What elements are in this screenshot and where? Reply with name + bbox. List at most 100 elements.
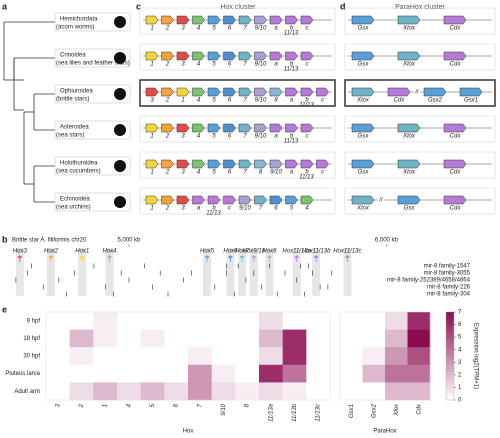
heat-cell — [282, 312, 307, 330]
gene-label: 9/10 — [255, 134, 267, 140]
hox-gene — [176, 15, 190, 25]
hox-gene — [254, 51, 267, 61]
hox-gene — [192, 87, 205, 97]
hox-gene — [176, 159, 190, 169]
gene-label: a — [290, 170, 294, 176]
gene-label: 6 — [228, 170, 232, 176]
hox-gene — [316, 159, 329, 169]
heat-cell — [188, 382, 212, 401]
heat-frame — [339, 311, 431, 401]
taxon-name: Ophiuroidea — [60, 89, 93, 95]
row-label: 9 hpf — [27, 318, 41, 324]
hox-gene — [192, 123, 205, 133]
gene-label: 1 — [150, 170, 153, 176]
gene-label: 7 — [243, 170, 247, 176]
gene-label: Gsx1 — [464, 98, 478, 104]
col-label: 11/13c — [316, 404, 322, 422]
row-box — [139, 187, 336, 215]
heat-cell — [211, 329, 236, 348]
heat-cell — [259, 364, 283, 383]
gene-label: Xlox — [402, 26, 416, 32]
heat-cell — [407, 329, 431, 348]
gene-shade — [226, 248, 235, 296]
hox-gene — [238, 15, 252, 25]
gene-label: Gsx — [358, 134, 370, 140]
taxon-common: (brittle stars) — [56, 97, 89, 103]
gene-label: 8 — [274, 98, 278, 104]
col-label: 9/10 — [221, 403, 227, 415]
gene-label: 4 — [197, 26, 201, 32]
gene-label: 2 — [165, 26, 170, 32]
heat-cell — [46, 364, 70, 383]
hox-gene — [300, 123, 314, 133]
parahox-gene — [351, 123, 375, 133]
heat-cell — [117, 347, 141, 366]
gene-label: a — [290, 98, 294, 104]
gene-name: Hox4 — [102, 249, 117, 255]
parahox-gene — [443, 195, 467, 205]
hox-gene — [300, 195, 314, 205]
heat-cell — [306, 364, 331, 383]
gene-note: 11/13 — [299, 103, 314, 109]
parahox-gene — [459, 87, 483, 97]
col-label: 3 — [55, 403, 61, 407]
parahox-gene — [351, 51, 375, 61]
heat-cell — [306, 329, 331, 348]
gene-label: Xlox — [402, 170, 416, 176]
gene-name: Hox11/13b — [302, 249, 331, 255]
row-box — [344, 79, 496, 107]
gene-label: 3 — [181, 62, 185, 68]
colorbar-tick-label: 7 — [458, 310, 462, 316]
heat-cell — [407, 382, 431, 401]
gene-label: b — [305, 170, 309, 176]
heat-cell — [407, 312, 431, 330]
gene-label: Xlox — [402, 134, 416, 140]
group-label: ParaHox — [373, 429, 396, 435]
heat-cell — [93, 382, 118, 401]
hox-gene — [254, 123, 267, 133]
heat-cell — [211, 364, 236, 383]
hox-gene — [269, 159, 283, 169]
colorbar-tick-label: 5 — [458, 335, 462, 341]
heat-cell — [69, 329, 94, 348]
heat-cell — [164, 312, 189, 330]
gene-label: 6 — [228, 62, 232, 68]
group-label: Hox — [183, 429, 194, 435]
track-name: mir-8 family-304 — [427, 292, 471, 298]
gene-name: Hox9/10 — [243, 249, 266, 255]
heat-cell — [164, 382, 189, 401]
taxon-name: Holothuroidea — [60, 161, 98, 167]
parahox-gene — [351, 87, 375, 97]
hox-gene — [176, 87, 190, 97]
col-label: 7 — [197, 403, 203, 407]
col-label: 4 — [126, 403, 132, 407]
hox-gene — [192, 195, 205, 205]
silhouette — [114, 88, 126, 100]
heat-cell — [362, 347, 386, 366]
gene-label: 1 — [150, 206, 153, 212]
colorbar-tick-label: 4 — [458, 347, 462, 353]
hox-gene — [145, 87, 159, 97]
gene-label: b — [290, 26, 294, 32]
gene-label: 6 — [228, 134, 232, 140]
heat-cell — [340, 364, 363, 383]
gene-label: 5 — [212, 26, 216, 32]
hox-gene — [238, 123, 252, 133]
taxon-box — [54, 156, 131, 176]
hox-gene — [254, 159, 267, 169]
gene-shade — [238, 248, 247, 296]
track-name: mir-8 family-1547 — [424, 264, 471, 270]
colorbar-tick-label: 3 — [458, 360, 462, 366]
gene-label: 4 — [197, 98, 201, 104]
gene-label: Cdx — [450, 170, 462, 176]
gene-label: 4 — [305, 206, 309, 212]
gene-shade — [203, 248, 211, 296]
gene-note: 11/13 — [284, 31, 299, 37]
heat-cell — [306, 347, 331, 366]
hox-gene — [300, 159, 314, 169]
taxon-box — [54, 48, 131, 68]
hox-gene — [300, 15, 314, 25]
gene-shade — [78, 248, 87, 296]
colorbar-tick-label: 1 — [458, 385, 462, 391]
gene-note: 11/13 — [284, 139, 299, 145]
